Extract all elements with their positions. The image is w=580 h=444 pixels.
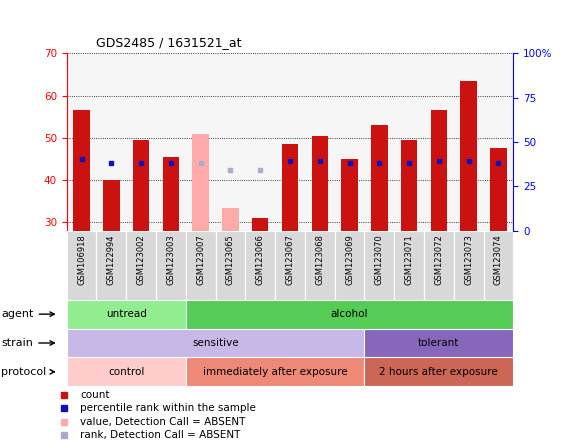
Bar xyxy=(252,218,269,231)
Bar xyxy=(305,231,335,300)
Text: untread: untread xyxy=(106,309,147,319)
Text: 2 hours after exposure: 2 hours after exposure xyxy=(379,367,498,377)
Bar xyxy=(364,357,513,386)
Bar xyxy=(67,329,364,357)
Bar xyxy=(335,231,364,300)
Bar xyxy=(454,231,484,300)
Text: alcohol: alcohol xyxy=(331,309,368,319)
Text: GSM123069: GSM123069 xyxy=(345,234,354,285)
Text: GSM123073: GSM123073 xyxy=(464,234,473,285)
Bar xyxy=(67,231,96,300)
Text: GSM123072: GSM123072 xyxy=(434,234,443,285)
Bar xyxy=(311,136,328,231)
Bar xyxy=(163,157,179,231)
Bar xyxy=(401,140,417,231)
Text: GSM123002: GSM123002 xyxy=(137,234,146,285)
Bar xyxy=(133,140,149,231)
Text: GSM123066: GSM123066 xyxy=(256,234,264,285)
Text: GSM123071: GSM123071 xyxy=(405,234,414,285)
Text: protocol: protocol xyxy=(1,367,55,377)
Bar xyxy=(245,231,275,300)
Bar xyxy=(67,357,186,386)
Bar xyxy=(222,208,238,231)
Text: GSM106918: GSM106918 xyxy=(77,234,86,285)
Bar xyxy=(490,148,506,231)
Text: GDS2485 / 1631521_at: GDS2485 / 1631521_at xyxy=(96,36,241,49)
Text: strain: strain xyxy=(1,338,55,348)
Bar xyxy=(186,300,513,329)
Text: percentile rank within the sample: percentile rank within the sample xyxy=(80,404,256,413)
Text: GSM123067: GSM123067 xyxy=(285,234,295,285)
Text: sensitive: sensitive xyxy=(192,338,239,348)
Bar xyxy=(74,111,90,231)
Text: GSM123074: GSM123074 xyxy=(494,234,503,285)
Bar xyxy=(216,231,245,300)
Bar xyxy=(67,300,186,329)
Bar xyxy=(156,231,186,300)
Text: GSM122994: GSM122994 xyxy=(107,234,116,285)
Text: control: control xyxy=(108,367,144,377)
Bar xyxy=(186,231,216,300)
Text: immediately after exposure: immediately after exposure xyxy=(203,367,347,377)
Text: GSM123068: GSM123068 xyxy=(316,234,324,285)
Text: count: count xyxy=(80,390,110,400)
Bar xyxy=(275,231,305,300)
Bar xyxy=(431,111,447,231)
Bar xyxy=(103,180,119,231)
Bar xyxy=(342,159,358,231)
Text: rank, Detection Call = ABSENT: rank, Detection Call = ABSENT xyxy=(80,430,241,440)
Text: value, Detection Call = ABSENT: value, Detection Call = ABSENT xyxy=(80,417,246,427)
Text: GSM123007: GSM123007 xyxy=(196,234,205,285)
Bar xyxy=(96,231,126,300)
Bar xyxy=(364,329,513,357)
Bar xyxy=(484,231,513,300)
Bar xyxy=(186,357,364,386)
Bar xyxy=(193,134,209,231)
Bar xyxy=(394,231,424,300)
Bar xyxy=(371,125,387,231)
Text: agent: agent xyxy=(1,309,55,319)
Bar xyxy=(126,231,156,300)
Text: GSM123003: GSM123003 xyxy=(166,234,175,285)
Text: GSM123065: GSM123065 xyxy=(226,234,235,285)
Bar xyxy=(364,231,394,300)
Bar xyxy=(461,81,477,231)
Text: tolerant: tolerant xyxy=(418,338,459,348)
Text: GSM123070: GSM123070 xyxy=(375,234,384,285)
Bar xyxy=(424,231,454,300)
Bar xyxy=(282,144,298,231)
